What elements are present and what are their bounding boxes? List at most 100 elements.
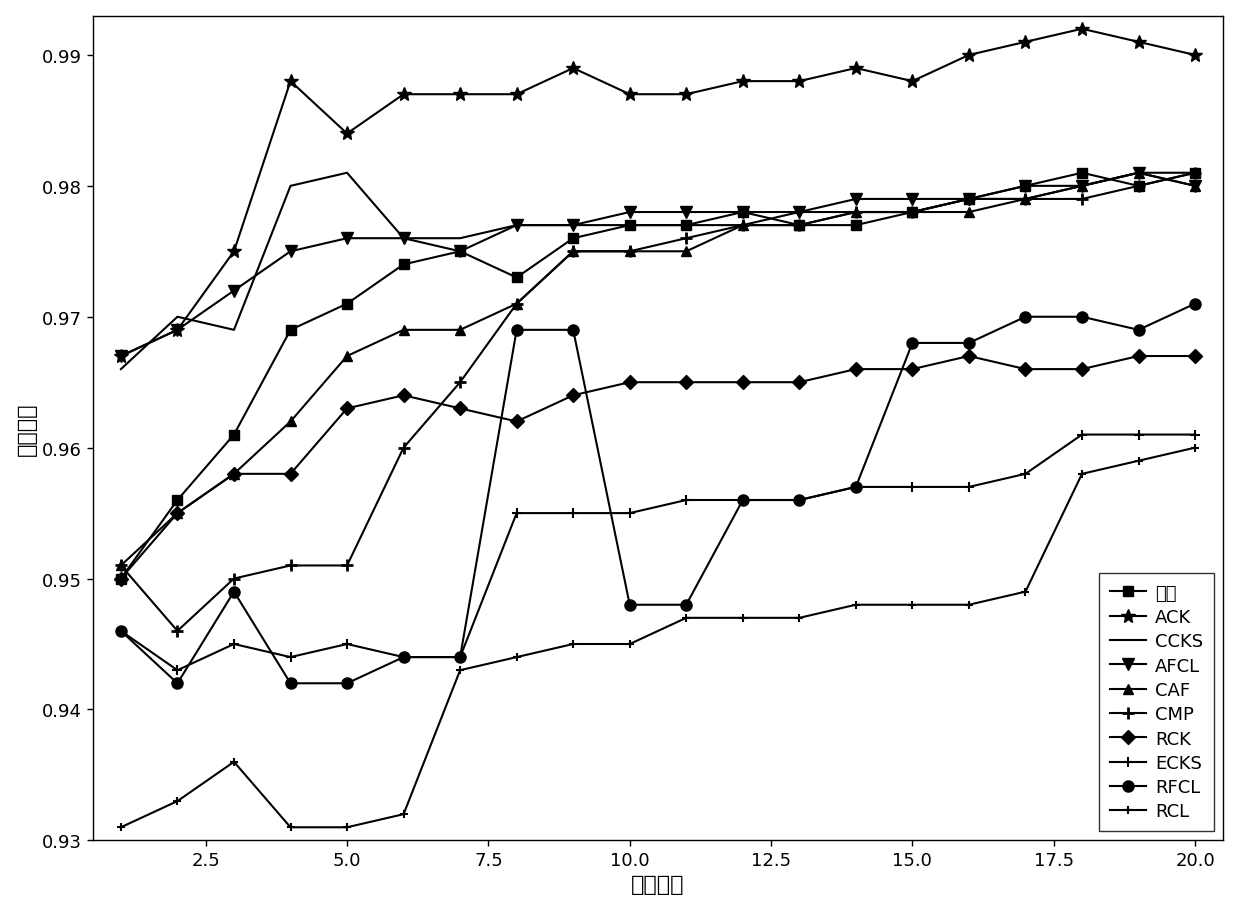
CCKS <box>1131 169 1146 179</box>
RCK <box>1018 364 1033 375</box>
Line: CCKS: CCKS <box>122 174 1195 370</box>
Line: CAF: CAF <box>117 169 1200 570</box>
ECKS <box>340 639 355 650</box>
CMP <box>227 573 242 584</box>
原始 <box>510 272 525 283</box>
Line: ACK: ACK <box>114 23 1202 363</box>
ECKS <box>453 652 467 663</box>
AFCL <box>905 194 920 205</box>
AFCL <box>1018 181 1033 192</box>
AFCL <box>170 325 185 336</box>
CAF <box>170 508 185 519</box>
Line: CMP: CMP <box>115 168 1200 637</box>
CCKS <box>1018 194 1033 205</box>
CMP <box>565 247 580 258</box>
原始 <box>905 208 920 219</box>
ECKS <box>622 508 637 519</box>
RCL <box>735 613 750 624</box>
原始 <box>227 430 242 441</box>
RCL <box>1131 456 1146 466</box>
RCL <box>622 639 637 650</box>
CAF <box>340 351 355 362</box>
RFCL <box>283 678 298 689</box>
原始 <box>622 220 637 231</box>
CAF <box>283 416 298 427</box>
原始 <box>283 325 298 336</box>
ECKS <box>961 482 976 493</box>
RFCL <box>1131 325 1146 336</box>
RCK <box>905 364 920 375</box>
RCL <box>453 665 467 676</box>
ACK <box>792 77 807 87</box>
ACK <box>114 351 129 362</box>
原始 <box>453 247 467 258</box>
CCKS <box>227 325 242 336</box>
RCL <box>227 756 242 767</box>
ACK <box>1075 25 1090 36</box>
AFCL <box>848 194 863 205</box>
RCK <box>170 508 185 519</box>
AFCL <box>283 247 298 258</box>
原始 <box>1131 181 1146 192</box>
CCKS <box>170 312 185 322</box>
RFCL <box>340 678 355 689</box>
CAF <box>735 220 750 231</box>
CMP <box>622 247 637 258</box>
CCKS <box>283 181 298 192</box>
CMP <box>678 233 693 244</box>
AFCL <box>453 247 467 258</box>
Y-axis label: 测试精度: 测试精度 <box>16 402 37 456</box>
RCL <box>678 613 693 624</box>
RCK <box>453 404 467 415</box>
RCK <box>283 469 298 480</box>
RFCL <box>735 495 750 506</box>
ACK <box>1131 37 1146 48</box>
AFCL <box>792 208 807 219</box>
RCL <box>792 613 807 624</box>
CCKS <box>961 194 976 205</box>
RCK <box>565 391 580 402</box>
ACK <box>283 77 298 87</box>
ECKS <box>1075 430 1090 441</box>
Line: 原始: 原始 <box>117 169 1200 584</box>
CCKS <box>1188 169 1203 179</box>
RCL <box>961 599 976 610</box>
RCK <box>510 416 525 427</box>
RCK <box>1131 351 1146 362</box>
CCKS <box>735 220 750 231</box>
RCK <box>735 377 750 388</box>
原始 <box>170 495 185 506</box>
CCKS <box>1075 181 1090 192</box>
CCKS <box>114 364 129 375</box>
ECKS <box>170 665 185 676</box>
ACK <box>905 77 920 87</box>
RFCL <box>114 626 129 637</box>
AFCL <box>396 233 410 244</box>
ACK <box>678 89 693 100</box>
CMP <box>340 560 355 571</box>
原始 <box>1188 169 1203 179</box>
原始 <box>1018 181 1033 192</box>
AFCL <box>565 220 580 231</box>
CMP <box>1075 194 1090 205</box>
ECKS <box>227 639 242 650</box>
RFCL <box>227 587 242 598</box>
CAF <box>622 247 637 258</box>
RCK <box>678 377 693 388</box>
CMP <box>453 377 467 388</box>
CAF <box>565 247 580 258</box>
CMP <box>792 220 807 231</box>
原始 <box>1075 169 1090 179</box>
RCL <box>510 652 525 663</box>
RCL <box>396 809 410 820</box>
RFCL <box>1075 312 1090 322</box>
RFCL <box>1018 312 1033 322</box>
CMP <box>283 560 298 571</box>
RFCL <box>510 325 525 336</box>
RCK <box>396 391 410 402</box>
ECKS <box>1018 469 1033 480</box>
RFCL <box>792 495 807 506</box>
ACK <box>622 89 637 100</box>
ECKS <box>735 495 750 506</box>
原始 <box>678 220 693 231</box>
